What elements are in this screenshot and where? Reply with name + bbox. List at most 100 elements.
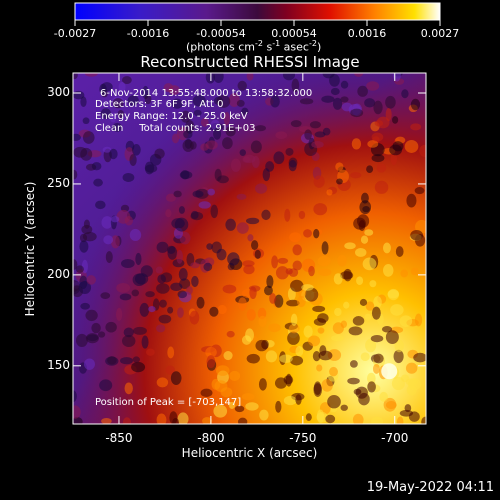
texture-blob [85, 333, 99, 344]
footer-timestamp: 19-May-2022 04:11 [366, 480, 494, 495]
texture-blob [86, 275, 97, 285]
texture-blob [313, 203, 328, 216]
texture-blob [414, 313, 423, 327]
texture-blob [313, 228, 320, 239]
texture-blob [261, 209, 271, 221]
texture-blob [371, 154, 385, 163]
texture-blob [268, 323, 281, 333]
texture-blob [226, 330, 235, 338]
texture-blob [216, 94, 231, 108]
texture-blob [133, 326, 147, 335]
texture-blob [238, 417, 248, 424]
texture-blob [274, 377, 287, 389]
texture-blob [180, 110, 191, 123]
texture-blob [80, 96, 87, 108]
texture-blob [317, 327, 325, 334]
texture-blob [146, 348, 155, 356]
texture-blob [251, 240, 259, 251]
texture-blob [237, 80, 247, 91]
texture-blob [313, 383, 322, 397]
texture-blob [203, 262, 213, 272]
texture-blob [193, 109, 202, 117]
texture-blob [105, 321, 117, 333]
texture-blob [83, 358, 95, 370]
texture-blob [242, 156, 251, 163]
texture-blob [107, 356, 117, 365]
texture-blob [167, 306, 174, 314]
texture-blob [168, 85, 180, 96]
texture-blob [337, 254, 347, 267]
texture-blob [83, 219, 90, 229]
texture-blob [223, 351, 233, 361]
texture-blob [356, 276, 364, 285]
texture-blob [122, 335, 136, 348]
peak-position-text: Position of Peak = [-703,147] [95, 397, 242, 408]
x-tick-label: -700 [381, 431, 409, 445]
texture-blob [145, 291, 155, 298]
texture-blob [251, 155, 260, 168]
texture-blob [383, 242, 391, 254]
texture-blob [349, 360, 358, 368]
texture-blob [165, 209, 172, 218]
colorbar-tick-label: 0.0027 [420, 27, 460, 40]
texture-blob [275, 131, 288, 139]
texture-blob [290, 120, 302, 128]
texture-blob [189, 310, 200, 325]
texture-blob [236, 193, 247, 200]
colorbar-tick-label: -0.00054 [196, 27, 246, 40]
texture-blob [397, 416, 404, 424]
texture-blob [154, 148, 165, 159]
texture-blob [353, 388, 362, 395]
texture-blob [122, 417, 131, 424]
texture-blob [340, 271, 354, 280]
texture-blob [303, 229, 312, 238]
texture-blob [314, 131, 326, 138]
texture-blob [200, 143, 209, 151]
texture-blob [269, 292, 277, 304]
texture-blob [100, 292, 111, 300]
texture-blob [192, 190, 204, 198]
texture-blob [139, 302, 150, 317]
texture-blob [299, 98, 314, 105]
texture-blob [325, 414, 336, 424]
texture-blob [98, 331, 106, 338]
texture-blob [105, 251, 113, 263]
texture-blob [316, 409, 325, 424]
texture-blob [352, 316, 365, 326]
texture-blob [156, 324, 166, 333]
texture-blob [116, 209, 131, 224]
texture-blob [247, 234, 254, 242]
texture-blob [131, 361, 146, 373]
texture-blob [200, 117, 209, 127]
texture-blob [76, 333, 88, 348]
texture-blob [288, 323, 300, 334]
texture-blob [399, 409, 414, 417]
texture-blob [73, 73, 78, 80]
texture-blob [206, 243, 213, 250]
texture-blob [393, 349, 404, 364]
texture-blob [116, 307, 123, 321]
peak-spot [381, 363, 398, 380]
texture-blob [374, 180, 389, 194]
texture-blob [132, 356, 140, 363]
texture-blob [73, 405, 81, 419]
texture-blob [254, 249, 261, 260]
texture-blob [390, 304, 404, 316]
texture-blob [366, 165, 374, 174]
texture-blob [258, 315, 267, 327]
texture-blob [124, 382, 133, 395]
texture-blob [245, 217, 260, 225]
texture-blob [73, 133, 81, 141]
texture-blob [292, 260, 302, 271]
texture-blob [177, 290, 188, 299]
texture-blob [222, 284, 237, 294]
texture-blob [81, 224, 93, 235]
texture-blob [395, 246, 404, 257]
texture-blob [316, 364, 323, 372]
texture-blob [354, 73, 364, 77]
texture-blob [250, 140, 262, 154]
texture-blob [246, 309, 256, 321]
texture-blob [329, 366, 338, 377]
texture-blob [200, 388, 213, 398]
texture-blob [381, 326, 393, 333]
